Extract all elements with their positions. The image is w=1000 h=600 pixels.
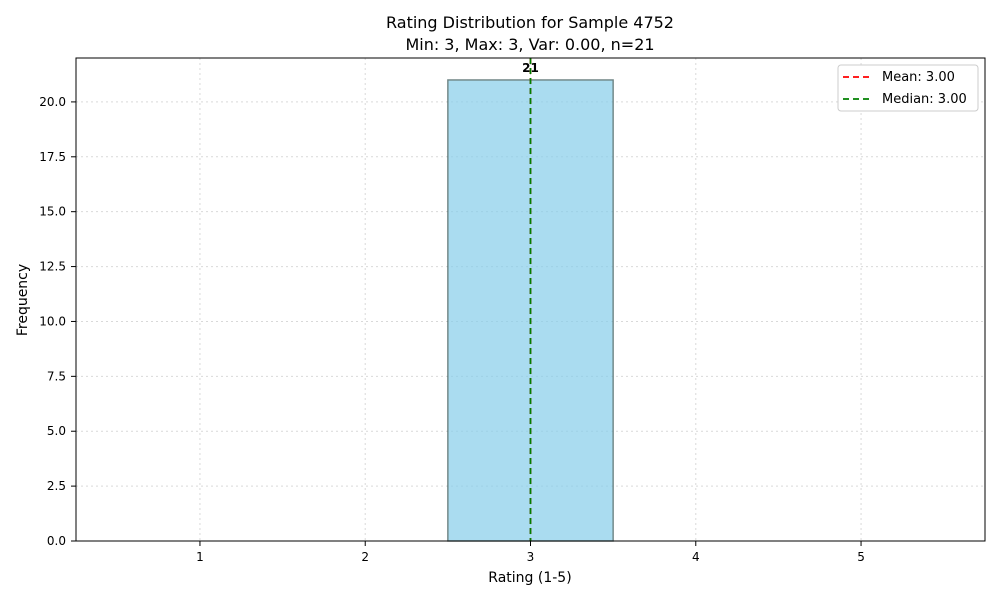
y-tick-label: 10.0 bbox=[39, 314, 66, 328]
x-axis-label: Rating (1-5) bbox=[488, 570, 571, 586]
y-tick-label: 15.0 bbox=[39, 205, 66, 219]
legend-box bbox=[837, 64, 979, 112]
y-tick-label: 20.0 bbox=[39, 95, 66, 109]
bar-labels-layer: 21 bbox=[522, 61, 539, 75]
y-tick-label: 17.5 bbox=[39, 150, 66, 164]
y-tick-label: 5.0 bbox=[47, 424, 66, 438]
y-tick-label: 12.5 bbox=[39, 260, 66, 274]
y-axis-label: Frequency bbox=[15, 264, 31, 336]
x-tick-label: 2 bbox=[361, 550, 369, 564]
legend-label: Mean: 3.00 bbox=[882, 70, 955, 85]
x-tick-label: 3 bbox=[527, 550, 535, 564]
axes-layer: 1 2 3 4 5 0.0 2.5 5.0 7.5 10.0 12.5 15.0 17.5 20.0 bbox=[39, 57, 986, 564]
y-tick-label: 2.5 bbox=[47, 479, 66, 493]
legend-label: Median: 3.00 bbox=[882, 92, 967, 107]
x-tick-label: 1 bbox=[196, 550, 204, 564]
y-tick-label: 0.0 bbox=[47, 534, 66, 548]
legend: Mean: 3.00 Median: 3.00 bbox=[837, 64, 979, 112]
chart-subtitle: Min: 3, Max: 3, Var: 0.00, n=21 bbox=[405, 35, 654, 54]
x-tick-label: 5 bbox=[857, 550, 865, 564]
grid-layer bbox=[76, 58, 985, 542]
bar-value-label: 21 bbox=[522, 61, 539, 75]
y-tick-label: 7.5 bbox=[47, 369, 66, 383]
x-tick-label: 4 bbox=[692, 550, 700, 564]
chart-title: Rating Distribution for Sample 4752 bbox=[386, 13, 674, 32]
